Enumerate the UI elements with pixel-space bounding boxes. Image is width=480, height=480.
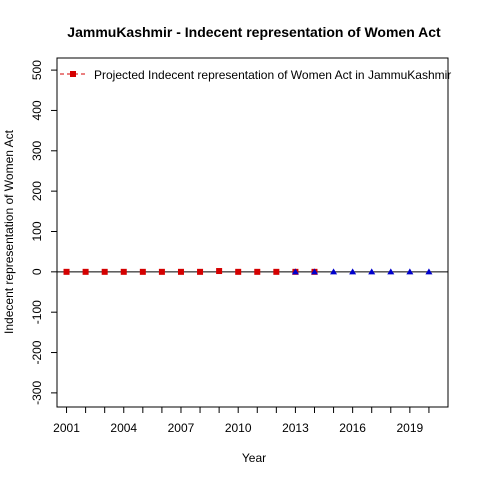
y-tick-label: -300: [30, 381, 44, 405]
x-tick-label: 2016: [339, 421, 366, 435]
data-point-square: [216, 268, 223, 275]
data-point-triangle: [425, 268, 433, 275]
y-tick-label: 100: [30, 221, 44, 241]
y-tick-label: 400: [30, 100, 44, 120]
data-point-triangle: [406, 268, 414, 275]
data-point-square: [158, 268, 165, 275]
data-point-square: [235, 268, 242, 275]
y-tick-label: 300: [30, 140, 44, 160]
y-tick-label: -200: [30, 340, 44, 364]
data-point-triangle: [310, 268, 318, 275]
data-point-square: [101, 268, 108, 275]
x-axis-label: Year: [242, 451, 266, 465]
y-tick-label: 500: [30, 60, 44, 80]
x-tick-label: 2001: [53, 421, 80, 435]
data-point-triangle: [330, 268, 338, 275]
y-tick-label: -100: [30, 300, 44, 324]
data-point-square: [82, 268, 89, 275]
data-point-triangle: [368, 268, 376, 275]
x-tick-label: 2007: [168, 421, 195, 435]
data-point-square: [120, 268, 127, 275]
data-point-triangle: [349, 268, 357, 275]
data-point-square: [63, 268, 70, 275]
data-point-square: [254, 268, 261, 275]
legend-entry: Projected Indecent representation of Wom…: [94, 68, 451, 82]
data-point-triangle: [387, 268, 395, 275]
legend: Projected Indecent representation of Wom…: [60, 68, 451, 82]
x-tick-label: 2019: [397, 421, 424, 435]
x-tick-label: 2004: [110, 421, 137, 435]
x-tick-label: 2010: [225, 421, 252, 435]
plot-frame: [56, 57, 449, 408]
data-point-square: [139, 268, 146, 275]
data-point-square: [273, 268, 280, 275]
y-axis-label: Indecent representation of Women Act: [2, 129, 16, 334]
data-point-triangle: [291, 268, 299, 275]
x-tick-label: 2013: [282, 421, 309, 435]
data-point-square: [177, 268, 184, 275]
chart-title: JammuKashmir - Indecent representation o…: [67, 24, 441, 40]
y-tick-label: 200: [30, 181, 44, 201]
data-point-square: [197, 268, 204, 275]
legend-square-marker: [70, 71, 76, 77]
x-axis: 2001 2004 2007 2010 2013 2016 2019: [53, 407, 430, 435]
y-tick-label: 0: [30, 268, 44, 275]
y-axis: -300 -200 -100 0 100 200 300 400 500: [30, 60, 57, 405]
data-points: [63, 268, 433, 275]
